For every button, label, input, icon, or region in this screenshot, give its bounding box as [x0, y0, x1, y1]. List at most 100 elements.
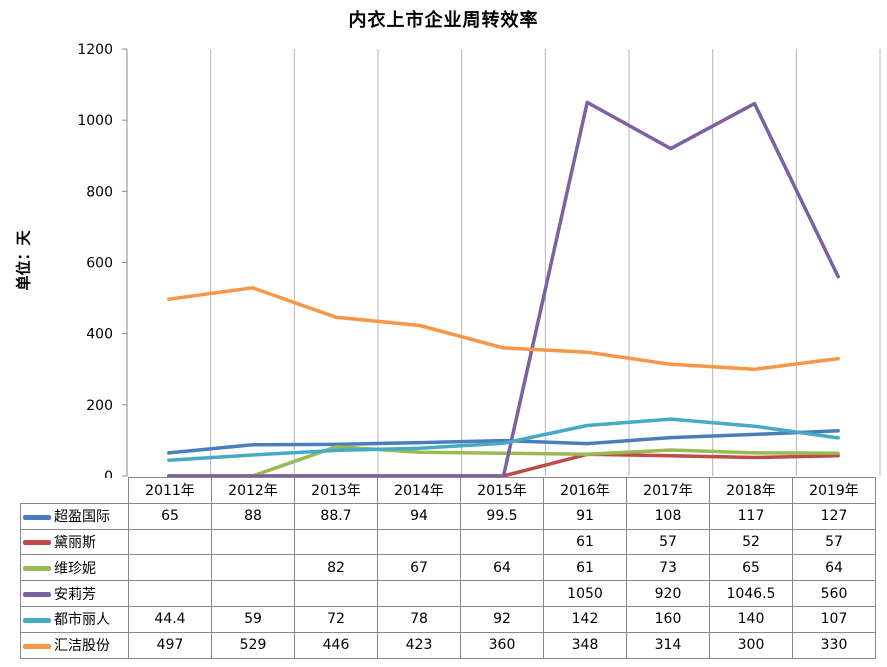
data-label: 140	[709, 605, 793, 633]
data-label: 65	[709, 554, 793, 582]
y-tick-label: 600	[86, 256, 113, 272]
legend-key	[23, 592, 51, 598]
data-label	[128, 554, 212, 582]
legend-key	[23, 514, 51, 520]
data-label: 92	[460, 605, 544, 633]
data-label: 57	[792, 528, 876, 556]
data-label	[211, 528, 295, 556]
data-label: 529	[211, 631, 295, 659]
legend-label: 黛丽斯	[54, 534, 96, 551]
legend-key	[23, 643, 51, 649]
data-label	[211, 580, 295, 607]
y-tick-label: 200	[86, 398, 113, 414]
data-label: 61	[543, 528, 627, 556]
y-tick-label: 800	[86, 184, 113, 200]
data-label	[294, 580, 378, 607]
x-tick-label: 2017年	[626, 477, 710, 504]
data-label: 560	[792, 580, 876, 607]
y-tick-label: 1000	[77, 113, 113, 129]
legend-entry: 超盈国际	[20, 502, 129, 530]
table-row: 都市丽人 44.4 59 72 78 92 142 160 140 107	[20, 605, 876, 633]
data-label: 65	[128, 502, 212, 530]
data-label: 64	[460, 554, 544, 582]
y-tick-label: 1200	[77, 42, 113, 58]
data-label: 57	[626, 528, 710, 556]
data-label	[211, 554, 295, 582]
data-label: 107	[792, 605, 876, 633]
data-label: 142	[543, 605, 627, 633]
legend-label: 安莉芳	[54, 586, 96, 603]
data-label: 497	[128, 631, 212, 659]
legend-entry: 维珍妮	[20, 554, 129, 582]
data-label: 348	[543, 631, 627, 659]
series-line-0	[167, 429, 840, 455]
legend-entry: 都市丽人	[20, 605, 129, 633]
data-label: 920	[626, 580, 710, 607]
data-label: 78	[377, 605, 461, 633]
legend-label: 都市丽人	[54, 612, 110, 629]
data-label	[128, 580, 212, 607]
legend-key	[23, 617, 51, 623]
table-row: 安莉芳 1050 920 1046.5 560	[20, 580, 876, 607]
data-label: 52	[709, 528, 793, 556]
table-row: 汇洁股份 497 529 446 423 360 348 314 300 330	[20, 631, 876, 659]
x-tick-label: 2016年	[543, 477, 627, 504]
y-tick-label: 0	[104, 469, 113, 478]
x-tick-label: 2019年	[792, 477, 876, 504]
data-label	[294, 528, 378, 556]
table-corner	[20, 477, 129, 504]
legend-label: 超盈国际	[54, 509, 110, 526]
data-label: 1050	[543, 580, 627, 607]
data-label: 67	[377, 554, 461, 582]
x-tick-label: 2015年	[460, 477, 544, 504]
data-label: 1046.5	[709, 580, 793, 607]
data-label: 160	[626, 605, 710, 633]
table-header-row: 2011年 2012年 2013年 2014年 2015年 2016年 2017年 2018年…	[20, 477, 876, 504]
data-label: 108	[626, 502, 710, 530]
series-line-5	[167, 286, 840, 372]
data-label: 91	[543, 502, 627, 530]
legend-key	[23, 540, 51, 546]
data-label: 88.7	[294, 502, 378, 530]
line-chart: 0 200 400 600 800 1000 1200	[77, 42, 881, 478]
data-label: 330	[792, 631, 876, 659]
legend-entry: 安莉芳	[20, 580, 129, 607]
legend-entry: 黛丽斯	[20, 528, 129, 556]
x-tick-label: 2013年	[294, 477, 378, 504]
data-label: 446	[294, 631, 378, 659]
y-tick-label: 400	[86, 327, 113, 343]
data-label: 64	[792, 554, 876, 582]
data-label	[377, 528, 461, 556]
data-label: 44.4	[128, 605, 212, 633]
data-label: 117	[709, 502, 793, 530]
legend-label: 汇洁股份	[54, 638, 110, 655]
data-label	[128, 528, 212, 556]
data-label: 61	[543, 554, 627, 582]
x-tick-label: 2012年	[211, 477, 295, 504]
table-row: 黛丽斯 61 57 52 57	[20, 528, 876, 556]
legend-key	[23, 566, 51, 572]
x-tick-label: 2011年	[128, 477, 212, 504]
data-label: 59	[211, 605, 295, 633]
legend-entry: 汇洁股份	[20, 631, 129, 659]
data-label: 99.5	[460, 502, 544, 530]
data-label: 82	[294, 554, 378, 582]
legend-label: 维珍妮	[54, 560, 96, 577]
data-label: 423	[377, 631, 461, 659]
data-label	[460, 580, 544, 607]
data-label: 360	[460, 631, 544, 659]
series-line-4	[167, 417, 840, 462]
chart-title: 内衣上市企业周转效率	[348, 10, 539, 31]
data-label: 314	[626, 631, 710, 659]
series-line-3	[167, 100, 840, 478]
data-table: 2011年 2012年 2013年 2014年 2015年 2016年 2017年 2018年…	[20, 477, 876, 659]
data-label: 88	[211, 502, 295, 530]
data-label: 300	[709, 631, 793, 659]
data-label: 72	[294, 605, 378, 633]
table-row: 超盈国际 65 88 88.7 94 99.5 91 108 117 127	[20, 502, 876, 530]
table-row: 维珍妮 82 67 64 61 73 65 64	[20, 554, 876, 582]
series-line-2	[167, 445, 840, 478]
data-label	[377, 580, 461, 607]
x-tick-label: 2018年	[709, 477, 793, 504]
data-label: 127	[792, 502, 876, 530]
